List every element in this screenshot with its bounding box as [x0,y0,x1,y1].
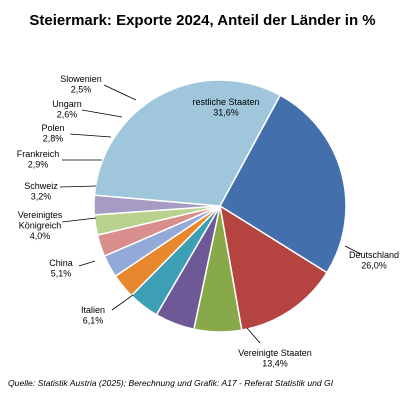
leader-line-slowenien [103,84,137,101]
slice-value-restliche-staaten: 31,6% [213,108,239,118]
leader-line-vereinigte-staaten [246,327,261,344]
slice-label-ungarn: Ungarn [52,99,82,109]
leader-line-italien [111,294,134,311]
slice-value-polen: 2,8% [43,134,64,144]
slice-value-vereinigtes-königreich: 4,0% [30,231,51,241]
slice-label-italien: Italien [81,305,105,315]
pie-slice-deutschland [219,94,347,274]
slice-label-polen: Polen [41,123,64,133]
leader-line-polen [69,133,112,138]
slice-label-vereinigtes-königreich: Königreich [19,221,62,231]
slice-value-schweiz: 3,2% [31,192,52,202]
slice-value-slowenien: 2,5% [71,85,92,95]
slice-label-slowenien: Slowenien [60,74,102,84]
leader-line-vereinigtes-königreich [61,217,97,223]
chart-title: Steiermark: Exporte 2024, Anteil der Län… [29,12,376,29]
slice-value-frankreich: 2,9% [28,160,49,170]
slice-value-deutschland: 26,0% [361,261,387,271]
slice-value-italien: 6,1% [83,316,104,326]
slice-value-vereinigte-staaten: 13,4% [262,359,288,369]
leader-lines [59,84,362,344]
slice-value-ungarn: 2,6% [57,110,78,120]
slice-label-schweiz: Schweiz [24,181,58,191]
slice-label-deutschland: Deutschland [349,250,399,260]
slice-label-vereinigte-staaten: Vereinigte Staaten [238,348,312,358]
pie-slices [93,79,347,333]
slice-label-china: China [49,258,73,268]
leader-line-ungarn [81,109,123,118]
leader-line-china [78,260,96,267]
leader-line-schweiz [59,185,97,188]
slice-label-vereinigtes-königreich: Vereinigtes [18,210,63,220]
slice-label-restliche-staaten: restliche Staaten [192,97,259,107]
leader-line-deutschland [344,245,362,255]
pie-slice-restliche-staaten [93,79,282,207]
source-note: Quelle: Statistik Austria (2025); Berech… [8,378,334,388]
slice-label-frankreich: Frankreich [17,149,60,159]
slice-value-china: 5,1% [51,269,72,279]
